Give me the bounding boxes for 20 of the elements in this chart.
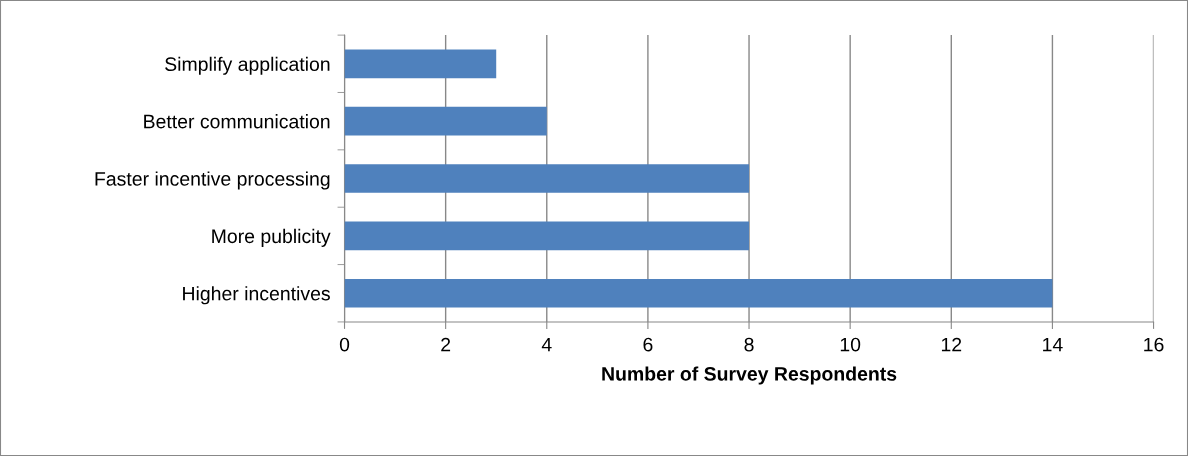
x-tick-label: 12: [941, 337, 962, 352]
bar: [344, 164, 750, 193]
x-tick-label: 8: [744, 337, 754, 352]
x-tick-label: 14: [1043, 337, 1063, 352]
y-tick-label: Higher incentives: [183, 286, 330, 305]
bar: [344, 221, 750, 251]
x-axis-title: Number of Survey Respondents: [602, 366, 897, 385]
y-tick-label: More publicity: [212, 228, 331, 247]
x-tick-label: 6: [643, 337, 653, 352]
y-tick-label: Faster incentive processing: [95, 171, 330, 190]
bar: [344, 278, 1053, 308]
x-tick-label: 10: [840, 337, 861, 352]
x-tick-label: 4: [541, 337, 552, 352]
y-tick-label: Better communication: [144, 114, 330, 129]
x-tick-label: 2: [441, 337, 451, 352]
x-tick-label: 0: [339, 337, 350, 352]
bar: [344, 49, 497, 79]
y-tick-label: Simplify application: [165, 56, 330, 75]
bar: [344, 106, 547, 136]
x-tick-label: 16: [1144, 337, 1164, 352]
